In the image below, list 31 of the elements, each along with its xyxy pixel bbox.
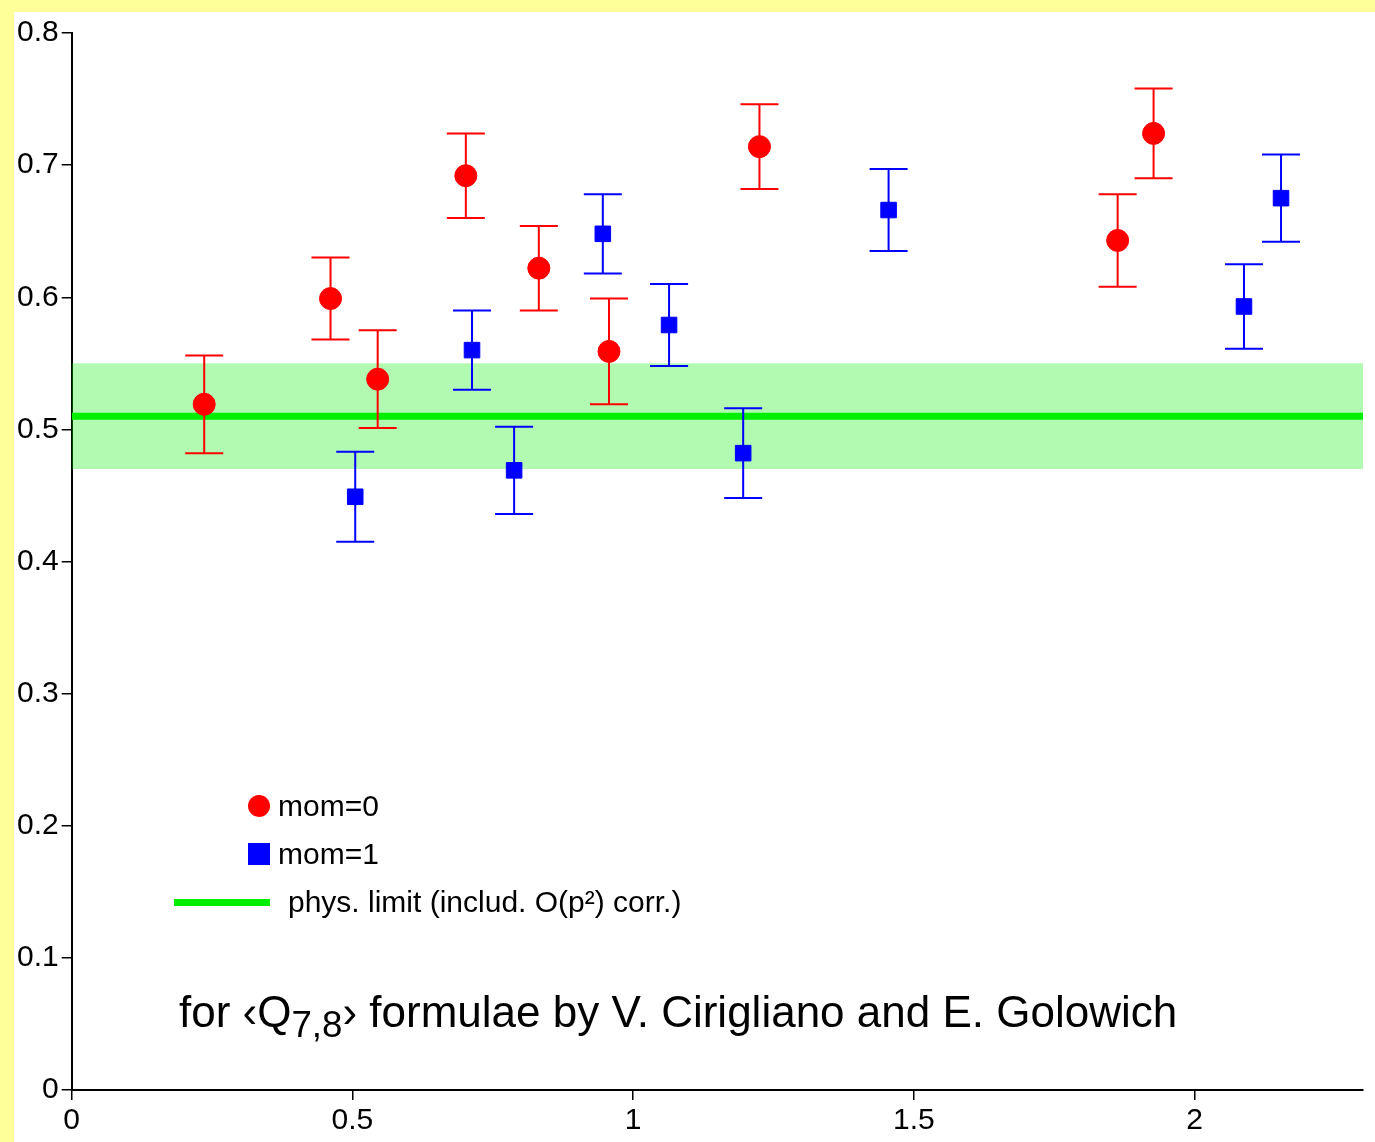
y-tick-label: 0.1 <box>16 939 59 973</box>
point <box>747 135 771 159</box>
point <box>319 287 343 311</box>
point <box>454 164 478 188</box>
legend-label: mom=1 <box>278 836 379 872</box>
y-tick-label: 0.5 <box>16 410 59 444</box>
y-tick-label: 0.2 <box>16 807 59 841</box>
point <box>594 225 612 243</box>
y-tick-label: 0 <box>42 1071 59 1105</box>
x-tick-label: 0 <box>63 1102 81 1136</box>
point <box>505 462 523 479</box>
point <box>597 339 621 363</box>
y-tick-label: 0.4 <box>16 542 59 576</box>
point <box>346 488 364 506</box>
point <box>366 367 390 391</box>
x-tick-label: 1.5 <box>892 1102 935 1136</box>
x-tick-label: 1 <box>624 1102 642 1136</box>
point <box>1142 121 1166 145</box>
y-tick-label: 0.7 <box>16 146 59 180</box>
y-tick-label: 0.6 <box>16 278 59 312</box>
x-tick-label: 0.5 <box>331 1102 374 1136</box>
legend-label: phys. limit (includ. O(p²) corr.) <box>288 884 682 920</box>
legend-label: mom=0 <box>278 788 379 824</box>
y-tick-label: 0.8 <box>16 14 59 48</box>
x-tick-label: 2 <box>1186 1102 1203 1136</box>
point <box>1106 228 1130 252</box>
point <box>527 256 551 280</box>
point <box>192 392 216 416</box>
y-tick-label: 0.3 <box>16 674 59 708</box>
point <box>734 444 752 462</box>
annotation: for ‹Q$_{7,8}$› formulae by V. Cirigliano and E. Golowich <box>179 987 1178 1046</box>
